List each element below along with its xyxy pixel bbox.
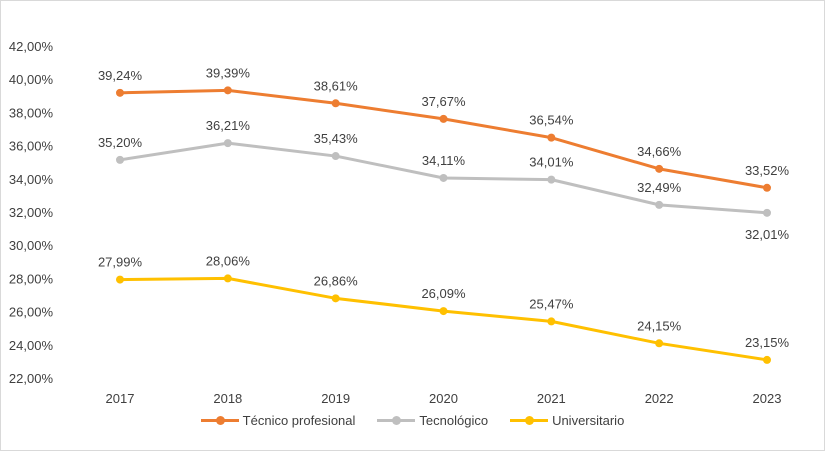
data-point	[439, 173, 448, 182]
data-point	[439, 114, 448, 123]
data-label: 33,52%	[745, 163, 790, 178]
y-tick-label: 36,00%	[9, 139, 54, 154]
data-point	[116, 275, 124, 284]
data-point	[763, 355, 771, 364]
data-label: 37,67%	[421, 94, 466, 109]
legend-item: Universitario	[510, 413, 624, 428]
data-point	[763, 208, 771, 217]
y-tick-label: 26,00%	[9, 305, 54, 320]
data-point	[116, 155, 124, 164]
data-point	[223, 86, 232, 95]
data-label: 34,01%	[529, 155, 574, 170]
legend-item: Tecnológico	[377, 413, 488, 428]
legend-marker-icon	[377, 416, 416, 425]
x-tick-label: 2017	[106, 391, 135, 406]
data-label: 32,01%	[745, 227, 790, 242]
data-label: 35,43%	[314, 131, 359, 146]
legend-label: Tecnológico	[419, 413, 489, 428]
data-point	[547, 175, 556, 184]
data-point	[763, 183, 771, 192]
legend-marker-icon	[510, 416, 549, 425]
data-label: 28,06%	[206, 253, 251, 268]
data-point	[331, 152, 340, 161]
y-tick-label: 34,00%	[9, 172, 54, 187]
x-tick-label: 2023	[753, 391, 782, 406]
data-label: 34,11%	[422, 153, 466, 168]
x-tick-label: 2019	[321, 391, 350, 406]
data-point	[331, 294, 340, 303]
data-point	[223, 274, 232, 283]
data-label: 38,61%	[314, 78, 359, 93]
x-tick-label: 2022	[645, 391, 674, 406]
data-label: 27,99%	[98, 255, 143, 270]
x-tick-label: 2021	[537, 391, 566, 406]
y-tick-label: 42,00%	[9, 39, 54, 54]
y-tick-label: 32,00%	[9, 205, 54, 220]
data-label: 34,66%	[637, 144, 682, 159]
y-tick-label: 40,00%	[9, 72, 54, 87]
legend: Técnico profesional Tecnológico Universita…	[1, 413, 824, 428]
data-point	[655, 339, 664, 348]
data-point	[439, 307, 448, 316]
data-label: 35,20%	[98, 135, 143, 150]
data-label: 26,09%	[421, 286, 466, 301]
legend-item: Técnico profesional	[200, 413, 356, 428]
data-point	[331, 99, 340, 108]
y-tick-label: 28,00%	[9, 271, 54, 286]
data-label: 24,15%	[637, 318, 682, 333]
y-tick-label: 24,00%	[9, 338, 54, 353]
legend-label: Universitario	[552, 413, 625, 428]
y-tick-label: 38,00%	[9, 105, 54, 120]
legend-marker-icon	[200, 416, 239, 425]
data-label: 36,54%	[529, 113, 574, 128]
data-label: 39,24%	[98, 68, 143, 83]
data-point	[547, 317, 556, 326]
data-label: 26,86%	[314, 273, 359, 288]
x-tick-label: 2018	[213, 391, 242, 406]
data-point	[223, 139, 232, 148]
data-label: 39,39%	[206, 65, 251, 80]
data-label: 25,47%	[529, 296, 574, 311]
y-tick-label: 22,00%	[9, 371, 54, 386]
data-point	[655, 200, 664, 209]
legend-label: Técnico profesional	[242, 413, 356, 428]
data-label: 32,49%	[637, 180, 682, 195]
x-tick-label: 2020	[429, 391, 458, 406]
data-point	[547, 133, 556, 142]
data-point	[655, 164, 664, 173]
y-tick-label: 30,00%	[9, 238, 54, 253]
data-label: 36,21%	[206, 118, 251, 133]
data-point	[116, 88, 124, 97]
data-label: 23,15%	[745, 335, 790, 350]
